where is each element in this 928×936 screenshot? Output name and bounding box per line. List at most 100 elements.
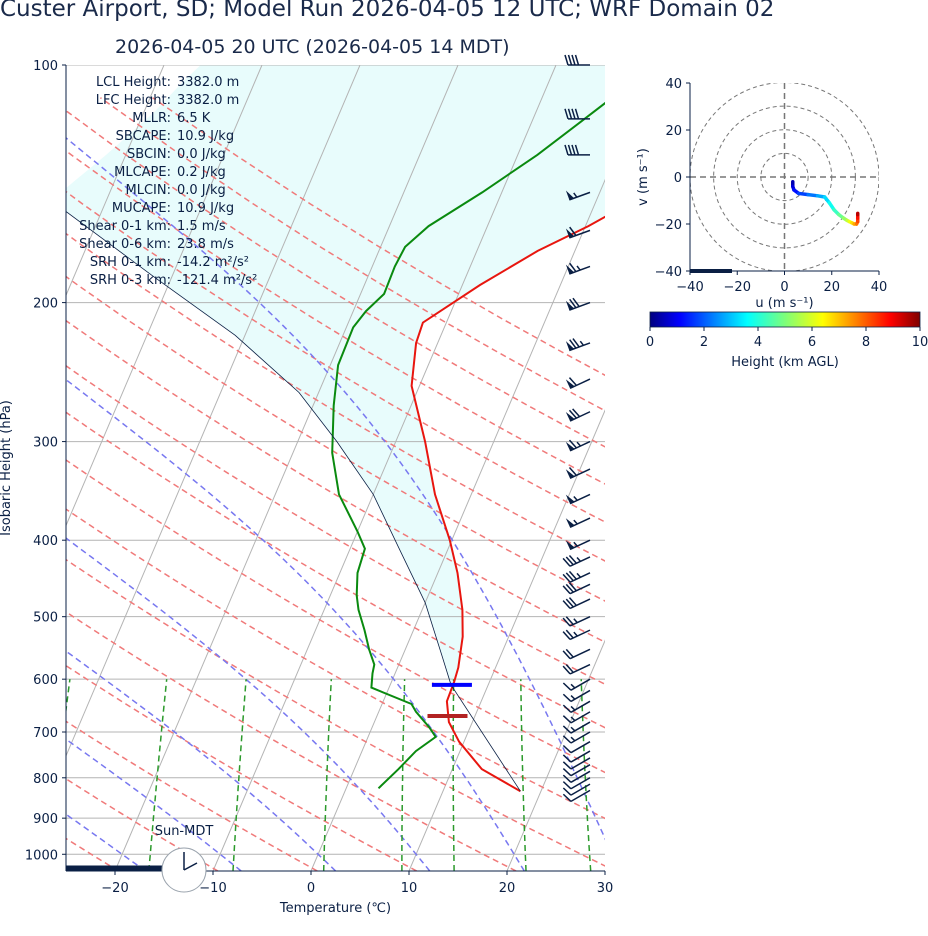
dry-adiabat	[66, 558, 605, 867]
hodo-y-tick-label: −40	[655, 265, 682, 280]
barb-flag	[562, 761, 572, 770]
barb-shaft	[570, 689, 591, 703]
barb-half-flag	[576, 441, 582, 447]
barb-flag	[562, 704, 572, 713]
barb-shaft	[570, 741, 591, 754]
barb-half-flag	[576, 556, 582, 562]
wind-barb	[565, 297, 591, 311]
wind-barb	[562, 750, 591, 763]
barb-shaft	[570, 777, 591, 790]
barb-shaft	[569, 663, 591, 675]
stat-label: LCL Height:	[96, 75, 171, 90]
cape-shading	[66, 65, 605, 685]
stat-value: 10.9 J/kg	[177, 201, 234, 216]
skew-t-axes: 100 200 300 400 500 600 700 800 900 1000 −20 −10 0 10…	[0, 59, 613, 916]
isotherm-line	[66, 65, 263, 527]
barb-flag	[565, 664, 574, 673]
barb-pennant	[565, 469, 575, 479]
wind-barb	[562, 663, 591, 675]
colorbar-tick-label: 8	[862, 335, 870, 350]
barb-flag	[568, 467, 577, 476]
barb-half-flag	[573, 495, 578, 501]
stat-value: 1.5 m/s	[177, 219, 226, 234]
wind-barb	[562, 629, 591, 641]
barb-flag	[571, 54, 576, 66]
reference-lines	[66, 65, 928, 871]
barb-shaft	[570, 678, 591, 691]
wind-barb	[562, 764, 591, 777]
hodo-y-tick-label: 0	[674, 171, 682, 186]
barb-flag	[562, 787, 572, 796]
y-tick-label: 900	[33, 812, 58, 827]
barb-flag	[562, 767, 572, 777]
barb-flag	[562, 754, 572, 763]
stat-label: SBCIN:	[127, 147, 171, 162]
barb-half-flag	[573, 618, 578, 624]
wind-barb	[562, 721, 591, 734]
barb-shaft	[570, 770, 591, 783]
isotherm-line	[604, 869, 605, 871]
barb-half-flag	[570, 683, 576, 689]
hodo-x-axis-label: u (m s⁻¹)	[755, 296, 813, 311]
wind-barbs	[562, 54, 591, 803]
hodograph-plot	[690, 83, 879, 271]
barb-pennant	[565, 341, 575, 351]
hodo-y-tick-label: 20	[665, 124, 682, 139]
wind-barb	[565, 262, 591, 275]
hodograph: −40 −20 0 20 40 −40 −20 0 20 40 u (m s⁻¹) v (m s⁻¹)	[636, 77, 887, 311]
y-tick-label: 600	[33, 673, 58, 688]
stat-label: SRH 0-3 km:	[90, 273, 171, 288]
y-tick-label: 700	[33, 726, 58, 741]
wind-barb	[562, 711, 591, 724]
wind-barb	[562, 731, 591, 744]
barb-flag	[574, 144, 580, 156]
barb-flag	[568, 377, 577, 386]
dry-adiabat	[66, 411, 605, 729]
barb-shaft	[569, 191, 591, 201]
barb-half-flag	[570, 716, 576, 722]
isotherm-line	[703, 65, 928, 871]
wind-barb	[562, 783, 591, 796]
wind-barb	[562, 757, 591, 770]
barb-flag	[572, 408, 581, 418]
barb-flag	[562, 682, 572, 691]
stat-label: SRH 0-1 km:	[90, 255, 171, 270]
dewpoint-line	[331, 101, 605, 790]
mixing-ratio-line	[520, 679, 527, 871]
moist-adiabat	[66, 537, 431, 871]
stat-value: 6.5 K	[177, 111, 211, 126]
wind-barb	[565, 190, 591, 201]
hodo-x-tick-label: 0	[780, 280, 788, 295]
dry-adiabat	[66, 508, 605, 820]
stat-value: 3382.0 m	[177, 75, 239, 90]
barb-flag	[565, 648, 574, 658]
barb-flag	[565, 598, 574, 608]
barb-shaft	[570, 783, 591, 796]
colorbar-label: Height (km AGL)	[731, 355, 839, 370]
temperature-line	[410, 215, 605, 793]
barb-half-flag	[573, 192, 578, 198]
barb-flag	[562, 781, 572, 790]
barb-flag	[572, 338, 580, 348]
x-axis-label: Temperature (℃)	[279, 901, 391, 916]
barb-flag	[562, 735, 572, 744]
stat-value: 10.9 J/kg	[177, 129, 234, 144]
barb-pennant	[565, 411, 575, 422]
barb-flag	[569, 339, 577, 349]
barb-pennant	[565, 518, 575, 528]
wind-barb	[565, 377, 591, 390]
barb-flag	[565, 629, 574, 639]
barb-shaft	[570, 731, 591, 744]
barb-half-flag	[579, 340, 585, 346]
stat-value: 3382.0 m	[177, 93, 239, 108]
barb-shaft	[570, 750, 591, 763]
chart-title: Custer Airport, SD; Model Run 2026-04-05…	[0, 0, 775, 22]
barb-flag	[571, 144, 576, 156]
barb-flag	[572, 297, 580, 307]
x-tick-label: 10	[401, 881, 418, 896]
mixing-ratio-line	[625, 679, 638, 871]
dry-adiabat	[66, 720, 318, 871]
dry-adiabat	[66, 664, 418, 871]
barb-pennant	[565, 494, 575, 504]
barb-shaft	[569, 301, 591, 311]
